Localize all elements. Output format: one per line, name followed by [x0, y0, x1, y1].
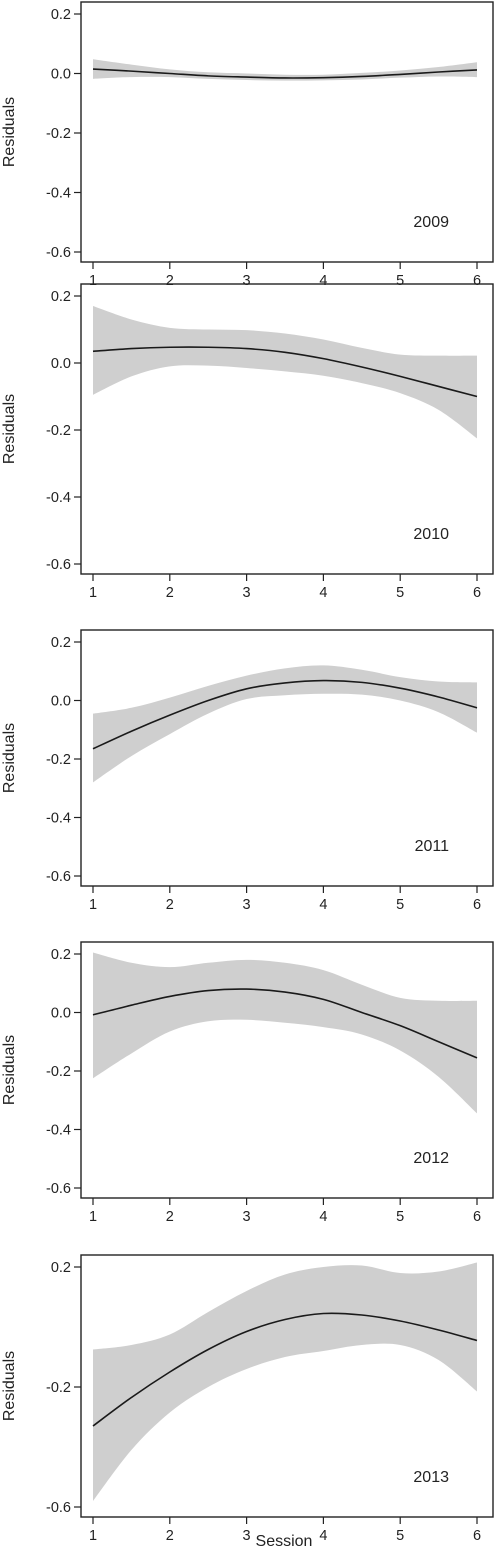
y-tick-label: 0.0 [51, 694, 71, 710]
panel-year-label: 2009 [413, 214, 449, 231]
panel-2012: 0.2 0.0 -0.2 -0.4 -0.6 1 2 3 4 5 6 Residuals 2012 [1, 941, 494, 1225]
x-tick-label: 6 [473, 897, 481, 913]
fit-line [92, 68, 478, 79]
x-tick-label: 3 [243, 273, 251, 289]
x-tick-label: 3 [243, 897, 251, 913]
panel-year-label: 2011 [415, 838, 450, 855]
x-tick-label: 4 [319, 585, 327, 601]
y-axis-label: Residuals [1, 394, 18, 464]
y-tick-label: -0.4 [46, 811, 71, 827]
x-tick-label: 2 [166, 585, 174, 601]
panel-year-label: 2013 [413, 1469, 449, 1486]
x-tick-label: 3 [243, 1528, 251, 1544]
y-tick-label: 0.2 [51, 7, 71, 23]
x-tick-label: 1 [89, 1528, 97, 1544]
x-tick-label: 1 [89, 897, 97, 913]
y-tick-label: 0.2 [51, 289, 71, 305]
y-tick-label: -0.6 [46, 245, 71, 261]
x-tick-label: 1 [89, 585, 97, 601]
y-tick-label: -0.6 [46, 869, 71, 885]
confidence-band [93, 1262, 477, 1501]
y-tick-label: -0.6 [46, 1181, 71, 1197]
y-tick-label: -0.2 [46, 1380, 71, 1396]
plot-frame [80, 629, 494, 887]
x-tick-label: 4 [319, 1209, 327, 1225]
y-tick-label: 0.2 [51, 635, 71, 651]
plot-frame [80, 1254, 494, 1518]
fit-line [92, 679, 478, 750]
x-tick-label: 5 [396, 1209, 404, 1225]
fit-line [92, 988, 478, 1059]
x-tick-label: 6 [473, 1209, 481, 1225]
y-tick-label: -0.2 [46, 1064, 71, 1080]
x-tick-label: 2 [166, 1528, 174, 1544]
y-axis-label: Residuals [1, 1035, 18, 1105]
y-axis-label: Residuals [1, 97, 18, 167]
x-tick-label: 2 [166, 1209, 174, 1225]
y-tick-label: -0.4 [46, 186, 71, 202]
x-tick-label: 6 [473, 585, 481, 601]
y-tick-label: 0.2 [51, 947, 71, 963]
panel-2009: 0.2 0.0 -0.2 -0.4 -0.6 1 2 3 4 5 6 Residuals 2009 [1, 1, 494, 289]
x-tick-label: 5 [396, 585, 404, 601]
y-tick-label: -0.2 [46, 423, 71, 439]
y-tick-label: 0.0 [51, 1006, 71, 1022]
plot-frame [80, 283, 494, 575]
x-tick-label: 3 [243, 585, 251, 601]
panel-2011: 0.2 0.0 -0.2 -0.4 -0.6 1 2 3 4 5 6 Residuals 2011 [1, 629, 494, 913]
y-axis-label: Residuals [1, 723, 18, 793]
panel-year-label: 2010 [413, 526, 449, 543]
x-tick-label: 4 [319, 897, 327, 913]
fit-line [92, 1312, 478, 1427]
plot-frame [80, 941, 494, 1199]
plot-frame [80, 1, 494, 263]
panel-2013: 0.2 -0.2 -0.6 1 2 3 4 5 6 Residuals 2013 Session [1, 1254, 494, 1549]
x-tick-label: 5 [396, 897, 404, 913]
y-tick-label: -0.4 [46, 1123, 71, 1139]
y-tick-label: 0.2 [51, 1260, 71, 1276]
x-tick-label: 5 [396, 273, 404, 289]
x-tick-label: 6 [473, 1528, 481, 1544]
x-tick-label: 2 [166, 273, 174, 289]
x-tick-label: 4 [319, 1528, 327, 1544]
y-tick-label: -0.4 [46, 490, 71, 506]
x-tick-label: 1 [89, 1209, 97, 1225]
y-tick-label: 0.0 [51, 356, 71, 372]
y-tick-label: 0.0 [51, 67, 71, 83]
y-tick-label: -0.2 [46, 126, 71, 142]
x-tick-label: 4 [319, 273, 327, 289]
x-tick-label: 6 [473, 273, 481, 289]
confidence-band [93, 665, 477, 783]
y-tick-label: -0.6 [46, 1500, 71, 1516]
x-tick-label: 5 [396, 1528, 404, 1544]
x-axis-label: Session [256, 1533, 313, 1549]
x-tick-label: 3 [243, 1209, 251, 1225]
y-tick-label: -0.6 [46, 557, 71, 573]
panel-year-label: 2012 [413, 1150, 449, 1167]
confidence-band [93, 306, 477, 439]
y-axis-label: Residuals [1, 1351, 18, 1421]
fit-line [92, 346, 478, 398]
x-tick-label: 1 [89, 273, 97, 289]
panel-2010: 0.2 0.0 -0.2 -0.4 -0.6 1 2 3 4 5 6 Residuals 2010 [1, 283, 494, 601]
x-tick-label: 2 [166, 897, 174, 913]
y-tick-label: -0.2 [46, 752, 71, 768]
